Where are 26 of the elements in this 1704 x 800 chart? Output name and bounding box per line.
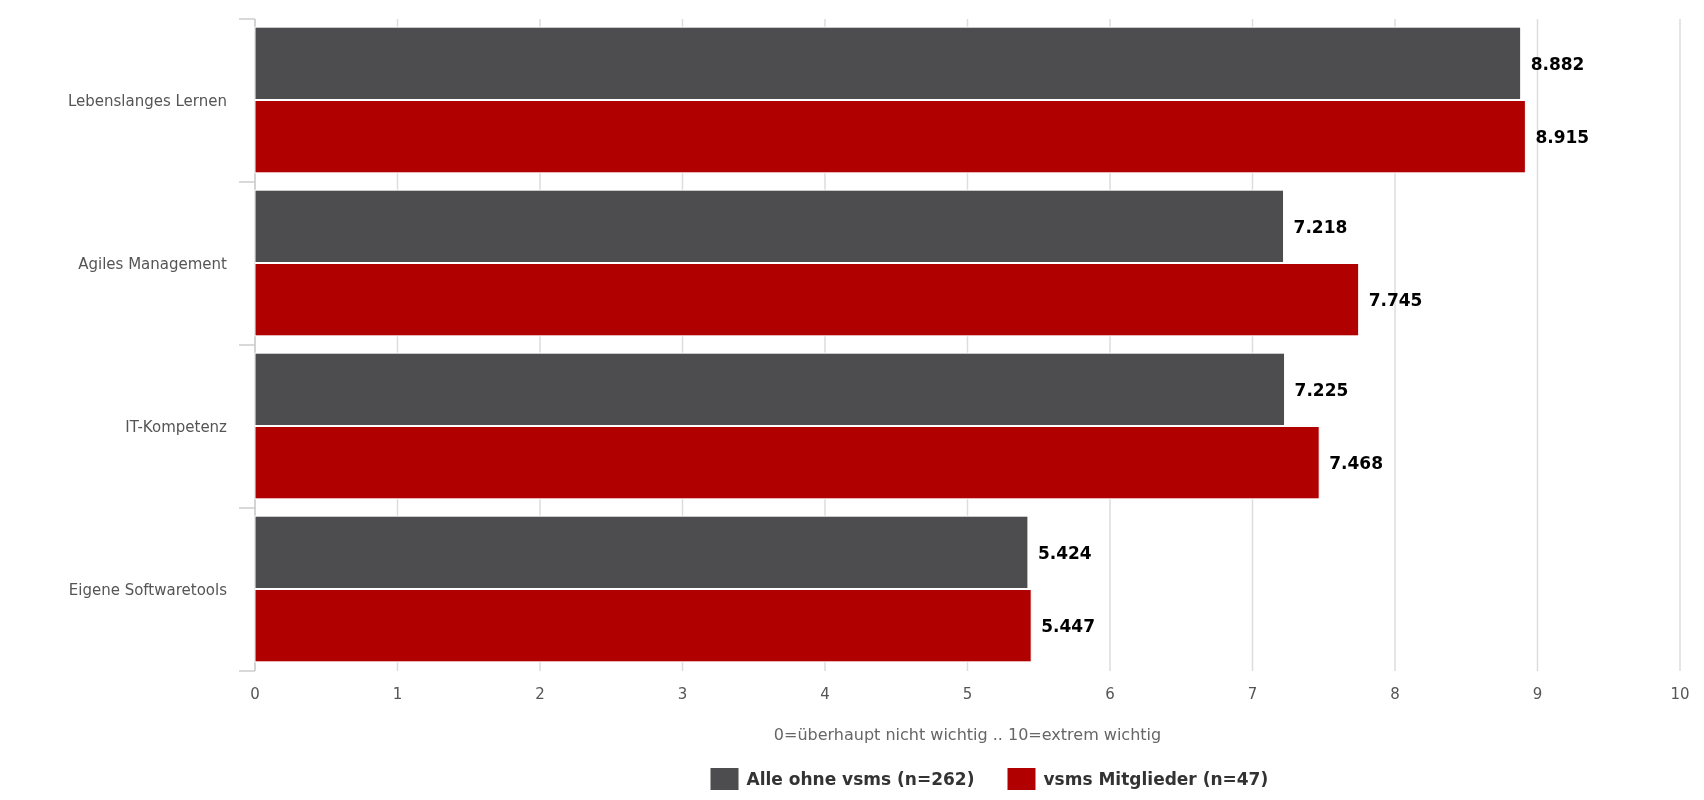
x-tick-label: 5	[962, 685, 973, 703]
x-tick-label: 3	[677, 685, 688, 703]
y-tick-label: Agiles Management	[78, 254, 228, 273]
x-tick-label: 2	[535, 685, 545, 703]
data-label: 8.882	[1530, 53, 1585, 74]
x-tick-label: 10	[1670, 685, 1690, 703]
data-label: 7.745	[1368, 290, 1423, 311]
legend-label: vsms Mitglieder (n=47)	[1043, 768, 1269, 789]
x-tick-label: 8	[1390, 685, 1400, 703]
data-label: 7.468	[1329, 453, 1383, 474]
data-label: 8.915	[1535, 127, 1590, 148]
x-tick-label: 7	[1247, 685, 1258, 703]
data-label: 7.225	[1294, 379, 1349, 400]
x-tick-label: 0	[250, 685, 260, 703]
x-tick-label: 9	[1532, 685, 1543, 703]
y-tick-label: Eigene Softwaretools	[68, 580, 228, 599]
x-tick-label: 1	[392, 685, 403, 703]
y-tick-label: Lebenslanges Lernen	[67, 91, 227, 110]
data-label: 5.447	[1041, 616, 1095, 637]
x-tick-label: 4	[820, 685, 830, 703]
y-tick-label: IT-Kompetenz	[125, 417, 228, 436]
data-label: 7.218	[1293, 216, 1348, 237]
data-label: 5.424	[1037, 542, 1092, 563]
x-tick-label: 6	[1105, 685, 1115, 703]
legend-label: Alle ohne vsms (n=262)	[746, 768, 975, 789]
x-axis-title: 0=überhaupt nicht wichtig .. 10=extrem wichtig	[773, 725, 1162, 744]
